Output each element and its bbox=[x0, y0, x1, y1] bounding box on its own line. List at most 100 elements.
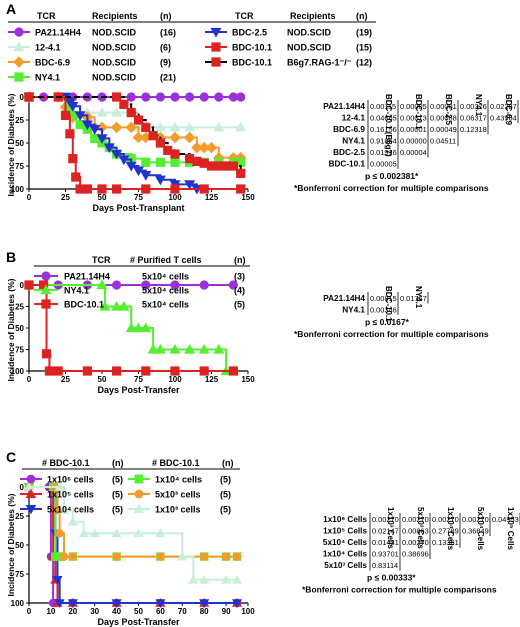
legend-n: (4) bbox=[234, 286, 245, 296]
series-1 bbox=[23, 279, 239, 376]
table-threshold: p ≤ 0.002381* bbox=[365, 171, 419, 181]
legend-cells: 5x10⁴ cells bbox=[142, 286, 189, 296]
y-tick-label: 75 bbox=[15, 162, 24, 171]
data-point bbox=[111, 599, 122, 609]
data-point bbox=[141, 157, 151, 167]
data-point bbox=[59, 552, 69, 561]
data-point bbox=[24, 92, 34, 102]
table-cell: 0.91864 bbox=[370, 137, 397, 146]
data-point bbox=[141, 184, 151, 194]
data-point bbox=[111, 300, 123, 311]
x-axis-label: Days Post-Transplant bbox=[92, 203, 184, 213]
x-tick-label: 75 bbox=[134, 375, 143, 384]
legend-header: # BDC-10.1 bbox=[152, 458, 200, 468]
data-point bbox=[52, 576, 63, 585]
series-5 bbox=[23, 481, 243, 584]
table-cell: 0.06317 bbox=[460, 114, 487, 123]
table-row-label: BDC-2.5 bbox=[333, 148, 365, 157]
x-tick-label: 0 bbox=[27, 193, 32, 202]
data-point bbox=[54, 599, 65, 609]
data-point bbox=[53, 366, 63, 376]
pvalue-table: BDC-10.1 (B6g7) BDC-10.1 BDC-2.5 NY4.1 BDC-6… bbox=[294, 94, 519, 193]
data-point bbox=[68, 110, 78, 120]
legend-recipients: NOD.SCID bbox=[92, 73, 137, 83]
x-tick-label: 100 bbox=[241, 607, 255, 616]
data-point bbox=[155, 92, 165, 102]
x-tick-label: 0 bbox=[27, 375, 32, 384]
table-cell: 0.01431 bbox=[372, 538, 399, 547]
legend-n: (21) bbox=[160, 73, 176, 83]
legend-marker bbox=[14, 27, 24, 37]
data-point bbox=[148, 131, 158, 141]
data-point bbox=[132, 322, 145, 333]
x-tick-label: 125 bbox=[205, 193, 219, 202]
table-col-header: 5x10³ Cells bbox=[416, 507, 425, 549]
legend-label: BDC-10.1 bbox=[232, 43, 272, 53]
legend-n: (12) bbox=[356, 58, 372, 68]
data-point bbox=[112, 184, 122, 194]
legend-recipients: NOD.SCID bbox=[287, 43, 332, 53]
data-point bbox=[228, 92, 238, 102]
y-axis-label: Incidence of Diabetes (%) bbox=[6, 278, 16, 381]
legend-header: TCR bbox=[235, 11, 254, 21]
legend-header: (n) bbox=[234, 255, 246, 265]
data-point bbox=[205, 141, 218, 154]
data-point bbox=[183, 131, 196, 144]
data-point bbox=[74, 111, 86, 121]
data-point bbox=[54, 481, 65, 491]
table-cell: 0.00005 bbox=[400, 102, 427, 111]
data-point bbox=[133, 528, 144, 538]
y-tick-label: 25 bbox=[15, 303, 24, 312]
y-tick-label: 0 bbox=[20, 483, 25, 492]
x-tick-label: 10 bbox=[46, 607, 55, 616]
data-point bbox=[141, 280, 151, 290]
legend-label: 5x10³ cells bbox=[155, 490, 201, 500]
legend-n: (5) bbox=[220, 490, 231, 500]
x-tick-label: 25 bbox=[61, 375, 70, 384]
data-point bbox=[81, 120, 93, 131]
legend-recipients: B6g7.RAG-1⁻/⁻ bbox=[287, 58, 352, 68]
legend-header: (n) bbox=[222, 458, 234, 468]
legend-header: (n) bbox=[356, 11, 368, 21]
x-tick-label: 60 bbox=[156, 607, 165, 616]
data-point bbox=[154, 121, 166, 132]
table-threshold: p ≤ 0.0167* bbox=[365, 317, 410, 327]
legend-label: NY4.1 bbox=[64, 286, 89, 296]
table-col-header: NY4.1 bbox=[474, 94, 483, 117]
legend-label: 1x10⁵ cells bbox=[47, 490, 94, 500]
table-cell: 0.00270 bbox=[402, 515, 429, 524]
legend-marker bbox=[210, 27, 222, 38]
legend-marker bbox=[25, 488, 37, 498]
series-4 bbox=[23, 92, 203, 195]
data-point bbox=[199, 92, 209, 102]
data-point bbox=[126, 108, 136, 118]
data-point bbox=[221, 161, 231, 171]
data-point bbox=[177, 551, 188, 561]
data-point bbox=[112, 366, 122, 376]
legend-label: BDC-10.1 bbox=[232, 58, 272, 68]
legend-recipients: NOD.SCID bbox=[92, 58, 137, 68]
data-point bbox=[184, 180, 196, 190]
legend-n: (5) bbox=[112, 490, 123, 500]
legend-label: 1x10⁴ cells bbox=[155, 475, 202, 485]
series-4 bbox=[24, 482, 242, 561]
legend-n: (3) bbox=[234, 272, 245, 282]
table-cell: 0.04665 bbox=[370, 114, 397, 123]
table-cell: 0.38696 bbox=[402, 550, 429, 559]
data-point bbox=[170, 149, 180, 159]
data-point bbox=[198, 343, 210, 354]
data-point bbox=[170, 280, 180, 290]
data-point bbox=[228, 366, 238, 376]
x-tick-label: 75 bbox=[134, 193, 143, 202]
data-point bbox=[119, 99, 129, 109]
table-col-header: 5x10⁴ Cells bbox=[476, 507, 485, 551]
legend-header: (n) bbox=[112, 458, 124, 468]
data-point bbox=[232, 574, 243, 584]
data-point bbox=[89, 125, 101, 135]
data-point bbox=[112, 280, 122, 290]
table-col-header: BDC-6.9 bbox=[504, 94, 513, 126]
legend-header: Recipients bbox=[92, 11, 138, 21]
table-cell: 0.00270 bbox=[462, 515, 489, 524]
data-point bbox=[213, 121, 225, 132]
table-cell: 0.00376 bbox=[460, 102, 487, 111]
